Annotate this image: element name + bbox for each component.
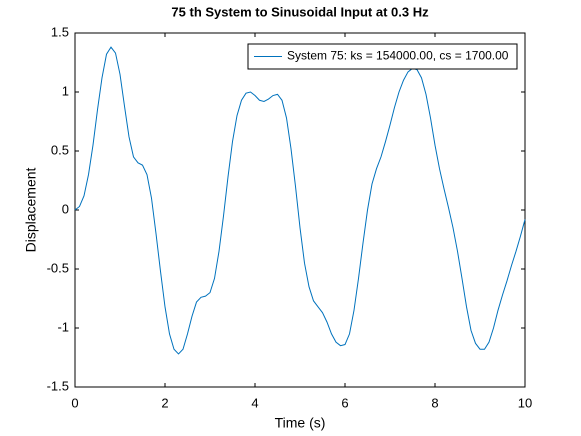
x-axis-label: Time (s) xyxy=(275,415,326,431)
legend-label: System 75: ks = 154000.00, cs = 1700.00 xyxy=(287,49,509,63)
x-tick-label: 8 xyxy=(431,395,438,410)
x-tick-label: 10 xyxy=(518,395,532,410)
y-tick-label: 1.5 xyxy=(51,24,69,39)
legend-box xyxy=(247,43,518,70)
plot-area xyxy=(74,32,526,388)
y-tick-label: 1 xyxy=(62,83,69,98)
y-tick-label: -1.5 xyxy=(47,378,69,393)
y-tick-label: -1 xyxy=(57,319,69,334)
y-tick-label: 0 xyxy=(62,201,69,216)
data-line xyxy=(74,46,526,355)
x-tick-label: 2 xyxy=(161,395,168,410)
x-tick-label: 0 xyxy=(71,395,78,410)
x-tick-label: 6 xyxy=(341,395,348,410)
chart-title: 75 th System to Sinusoidal Input at 0.3 … xyxy=(171,4,429,19)
y-axis-label: Displacement xyxy=(23,167,39,252)
y-tick-label: -0.5 xyxy=(47,260,69,275)
x-tick-label: 4 xyxy=(251,395,258,410)
y-tick-label: 0.5 xyxy=(51,142,69,157)
